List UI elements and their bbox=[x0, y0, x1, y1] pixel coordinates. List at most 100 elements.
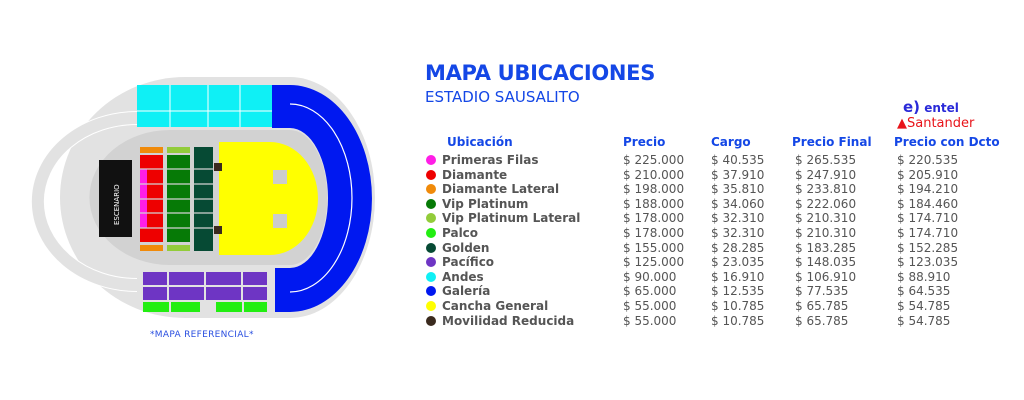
location-name: Diamante Lateral bbox=[442, 182, 560, 197]
fee: $ 32.310 bbox=[711, 226, 765, 240]
discount-price: $ 205.910 bbox=[897, 167, 959, 182]
location-name: Cancha General bbox=[442, 299, 549, 313]
final-price: $ 148.035 bbox=[795, 255, 857, 270]
header-discount-price: Precio con Dcto bbox=[894, 135, 1000, 149]
location-name: Galería bbox=[442, 284, 491, 299]
stage-label: ESCENARIO bbox=[113, 184, 121, 225]
discount-price: $ 220.535 bbox=[897, 153, 959, 167]
price: $ 125.000 bbox=[623, 255, 685, 270]
table-row: Pacífico $ 125.000 $ 23.035 $ 148.035 $ … bbox=[424, 255, 1004, 270]
color-dot-icon bbox=[426, 257, 436, 268]
discount-price: $ 174.710 bbox=[897, 211, 959, 226]
map-disclaimer: *MAPA REFERENCIAL* bbox=[150, 330, 254, 340]
price: $ 55.000 bbox=[623, 313, 677, 328]
section-galeria[interactable] bbox=[272, 85, 372, 312]
table-row: Vip Platinum Lateral $ 178.000 $ 32.310 … bbox=[424, 211, 1004, 226]
price: $ 178.000 bbox=[623, 211, 685, 226]
price: $ 155.000 bbox=[623, 240, 685, 255]
santander-logo: ▲Santander bbox=[897, 116, 975, 131]
fee: $ 23.035 bbox=[711, 255, 765, 270]
section-cancha-general[interactable] bbox=[219, 142, 318, 255]
price: $ 55.000 bbox=[623, 299, 677, 313]
color-dot-icon bbox=[426, 213, 436, 224]
fee: $ 35.810 bbox=[711, 182, 765, 197]
color-dot-icon bbox=[426, 155, 436, 165]
price: $ 65.000 bbox=[623, 284, 677, 299]
discount-price: $ 184.460 bbox=[897, 196, 959, 211]
discount-price: $ 54.785 bbox=[897, 313, 951, 328]
discount-price: $ 54.785 bbox=[897, 299, 951, 313]
table-row: Diamante $ 210.000 $ 37.910 $ 247.910 $ … bbox=[424, 168, 1004, 183]
price: $ 178.000 bbox=[623, 226, 685, 240]
color-dot-icon bbox=[426, 198, 436, 209]
color-dot-icon bbox=[426, 271, 436, 282]
location-name: Movilidad Reducida bbox=[442, 313, 575, 328]
final-price: $ 265.535 bbox=[795, 153, 857, 167]
final-price: $ 77.535 bbox=[795, 284, 849, 299]
location-name: Golden bbox=[442, 240, 490, 255]
table-row: Primeras Filas $ 225.000 $ 40.535 $ 265.… bbox=[424, 153, 1004, 168]
color-dot-icon bbox=[426, 286, 436, 297]
color-dot-icon bbox=[426, 228, 436, 238]
price: $ 225.000 bbox=[623, 153, 685, 167]
table-row: Galería $ 65.000 $ 12.535 $ 77.535 $ 64.… bbox=[424, 284, 1004, 299]
location-name: Vip Platinum bbox=[442, 196, 529, 211]
section-andes[interactable] bbox=[137, 85, 272, 127]
table-row: Diamante Lateral $ 198.000 $ 35.810 $ 23… bbox=[424, 182, 1004, 197]
fee: $ 37.910 bbox=[711, 167, 765, 182]
table-row: Cancha General $ 55.000 $ 10.785 $ 65.78… bbox=[424, 299, 1004, 314]
color-dot-icon bbox=[426, 169, 436, 180]
discount-price: $ 152.285 bbox=[897, 240, 959, 255]
price: $ 188.000 bbox=[623, 196, 685, 211]
final-price: $ 106.910 bbox=[795, 269, 857, 284]
price: $ 90.000 bbox=[623, 269, 677, 284]
fee: $ 32.310 bbox=[711, 211, 765, 226]
fee: $ 28.285 bbox=[711, 240, 765, 255]
header-price: Precio bbox=[623, 135, 666, 149]
color-dot-icon bbox=[426, 242, 436, 253]
location-name: Primeras Filas bbox=[442, 153, 539, 167]
location-name: Diamante bbox=[442, 167, 508, 182]
discount-price: $ 123.035 bbox=[897, 255, 959, 270]
section-vip-platinum-lateral[interactable] bbox=[167, 147, 190, 153]
final-price: $ 210.310 bbox=[795, 211, 857, 226]
final-price: $ 247.910 bbox=[795, 167, 857, 182]
location-name: Pacífico bbox=[442, 255, 495, 270]
fee: $ 10.785 bbox=[711, 299, 765, 313]
fee: $ 40.535 bbox=[711, 153, 765, 167]
final-price: $ 65.785 bbox=[795, 299, 849, 313]
final-price: $ 222.060 bbox=[795, 196, 857, 211]
header-fee: Cargo bbox=[711, 135, 751, 149]
entel-logo: e) entel bbox=[903, 98, 959, 116]
section-palco[interactable] bbox=[143, 302, 200, 312]
stadium-map: ESCENARIO bbox=[30, 77, 376, 318]
table-row: Vip Platinum $ 188.000 $ 34.060 $ 222.06… bbox=[424, 197, 1004, 212]
color-dot-icon bbox=[426, 315, 436, 326]
section-diamante-lateral[interactable] bbox=[140, 147, 163, 153]
final-price: $ 210.310 bbox=[795, 226, 857, 240]
color-dot-icon bbox=[426, 301, 436, 311]
discount-price: $ 194.210 bbox=[897, 182, 959, 197]
table-row: Movilidad Reducida $ 55.000 $ 10.785 $ 6… bbox=[424, 314, 1004, 329]
location-name: Palco bbox=[442, 226, 479, 240]
table-row: Golden $ 155.000 $ 28.285 $ 183.285 $ 15… bbox=[424, 241, 1004, 256]
price: $ 198.000 bbox=[623, 182, 685, 197]
fee: $ 10.785 bbox=[711, 313, 765, 328]
venue-subtitle: ESTADIO SAUSALITO bbox=[425, 88, 580, 106]
header-location: Ubicación bbox=[447, 135, 513, 149]
final-price: $ 183.285 bbox=[795, 240, 857, 255]
page-title: MAPA UBICACIONES bbox=[425, 61, 656, 85]
fee: $ 12.535 bbox=[711, 284, 765, 299]
price: $ 210.000 bbox=[623, 167, 685, 182]
final-price: $ 65.785 bbox=[795, 313, 849, 328]
location-name: Andes bbox=[442, 269, 484, 284]
discount-price: $ 174.710 bbox=[897, 226, 959, 240]
final-price: $ 233.810 bbox=[795, 182, 857, 197]
stage bbox=[99, 160, 132, 237]
discount-price: $ 88.910 bbox=[897, 269, 951, 284]
fee: $ 16.910 bbox=[711, 269, 765, 284]
movilidad-reducida bbox=[214, 163, 222, 171]
header-final-price: Precio Final bbox=[792, 135, 872, 149]
fee: $ 34.060 bbox=[711, 196, 765, 211]
table-row: Palco $ 178.000 $ 32.310 $ 210.310 $ 174… bbox=[424, 226, 1004, 241]
